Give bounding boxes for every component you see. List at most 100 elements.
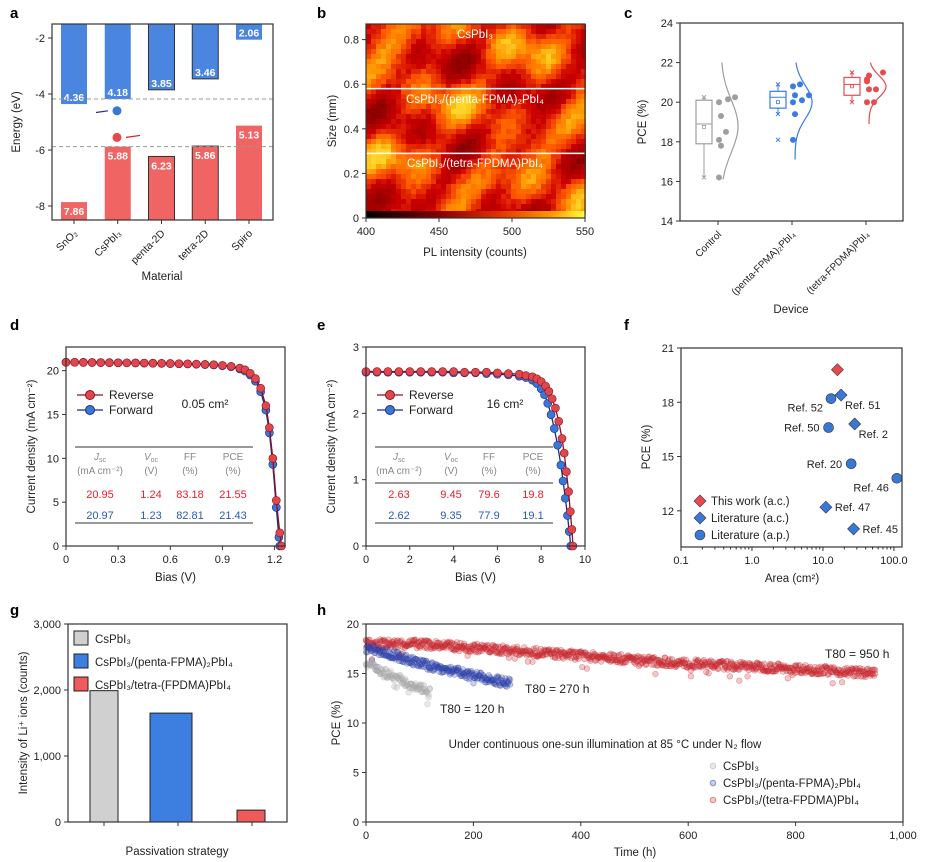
heatmap-cell xyxy=(476,124,481,129)
heatmap-cell xyxy=(501,189,506,194)
data-point xyxy=(823,422,834,433)
condition-annotation: Under continuous one-sun illumination at… xyxy=(449,739,762,751)
heatmap-cell xyxy=(496,174,501,179)
heatmap-cell xyxy=(411,169,416,174)
heatmap-cell xyxy=(521,134,526,139)
heatmap-cell xyxy=(511,24,516,29)
heatmap-cell xyxy=(461,89,466,94)
data-point xyxy=(218,361,227,370)
heatmap-cell xyxy=(421,89,426,94)
heatmap-cell xyxy=(471,94,476,99)
data-point xyxy=(504,651,511,658)
heatmap-cell xyxy=(411,149,416,154)
heatmap-cell xyxy=(501,114,506,119)
data-point xyxy=(697,659,704,667)
heatmap-cell xyxy=(566,69,571,74)
data-point xyxy=(647,657,654,665)
data-point xyxy=(601,653,608,660)
heatmap-cell xyxy=(486,74,491,79)
heatmap-cell xyxy=(521,124,526,129)
heatmap-cell xyxy=(556,174,561,179)
data-point xyxy=(368,656,376,663)
data-point xyxy=(430,645,437,652)
heatmap-cell xyxy=(496,69,501,74)
y-tick-label: 5 xyxy=(53,497,59,509)
heatmap-cell xyxy=(371,64,376,69)
heatmap-cell xyxy=(506,59,511,64)
heatmap-cell xyxy=(581,89,586,94)
heatmap-cell xyxy=(531,199,536,204)
heatmap-cell xyxy=(576,199,581,204)
heatmap-cell xyxy=(381,129,386,134)
data-point xyxy=(516,648,523,655)
data-point xyxy=(594,655,601,662)
data-point xyxy=(369,640,377,647)
legend-label: Forward xyxy=(409,403,453,417)
heatmap-cell xyxy=(436,144,441,149)
data-point xyxy=(644,655,651,663)
heatmap-cell xyxy=(536,204,541,209)
heatmap-cell xyxy=(441,109,446,114)
data-point xyxy=(466,649,474,656)
heatmap-cell xyxy=(441,189,446,194)
heatmap-cell xyxy=(381,194,386,199)
data-point xyxy=(825,393,837,404)
heatmap-cell xyxy=(386,44,391,49)
heatmap-cell xyxy=(381,179,386,184)
data-point xyxy=(674,658,681,665)
heatmap-cell xyxy=(396,24,401,29)
data-point xyxy=(521,644,528,651)
heatmap-cell xyxy=(566,154,571,159)
data-point xyxy=(495,643,502,650)
heatmap-cell xyxy=(496,129,501,134)
data-point xyxy=(400,640,407,647)
heatmap-cell xyxy=(551,139,556,144)
heatmap-cell xyxy=(556,184,561,189)
heatmap-cell xyxy=(521,149,526,154)
heatmap-cell xyxy=(421,169,426,174)
data-point xyxy=(557,434,567,443)
heatmap-cell xyxy=(501,194,506,199)
heatmap-cell xyxy=(571,54,576,59)
heatmap-cell xyxy=(576,194,581,199)
data-point xyxy=(486,648,494,656)
heatmap-cell xyxy=(521,34,526,39)
heatmap-cell xyxy=(556,99,561,104)
heatmap-cell xyxy=(401,104,406,109)
data-point xyxy=(416,643,423,650)
heatmap-cell xyxy=(366,69,371,74)
heatmap-cell xyxy=(581,159,586,164)
data-point xyxy=(515,651,522,658)
heatmap-cell xyxy=(411,49,416,54)
heatmap-cell xyxy=(506,149,511,154)
data-point xyxy=(511,647,518,654)
heatmap-cell xyxy=(526,24,531,29)
heatmap-cell xyxy=(496,154,501,159)
heatmap-cell xyxy=(546,79,551,84)
data-point xyxy=(792,92,798,99)
heatmap-cell xyxy=(456,134,461,139)
heatmap-cell xyxy=(526,79,531,84)
heatmap-cell xyxy=(521,69,526,74)
heatmap-cell xyxy=(446,84,451,89)
heatmap-cell xyxy=(481,29,486,34)
heatmap-cell xyxy=(571,194,576,199)
vbm-bar xyxy=(236,125,262,220)
heatmap-cell xyxy=(386,109,391,114)
heatmap-cell xyxy=(526,179,531,184)
data-point xyxy=(464,652,471,659)
heatmap-cell xyxy=(521,194,526,199)
heatmap-cell xyxy=(571,114,576,119)
data-point xyxy=(400,640,407,647)
heatmap-cell xyxy=(506,69,511,74)
heatmap-cell xyxy=(466,144,471,149)
data-point xyxy=(613,658,620,666)
heatmap-cell xyxy=(561,24,566,29)
heatmap-cell xyxy=(456,164,461,169)
heatmap-cell xyxy=(451,194,456,199)
data-point xyxy=(411,637,418,644)
data-point xyxy=(678,660,685,667)
heatmap-cell xyxy=(536,39,541,44)
data-point xyxy=(732,94,738,101)
data-point xyxy=(556,460,566,470)
